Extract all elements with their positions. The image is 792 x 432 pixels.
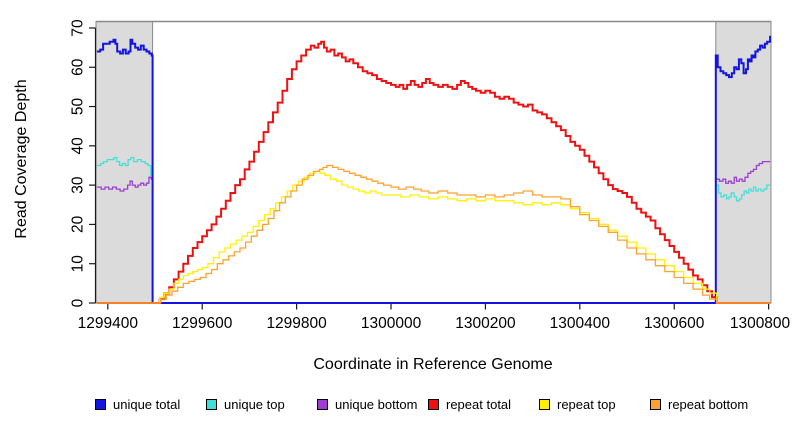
legend-item-repeat-total: repeat total bbox=[428, 396, 539, 412]
legend-label: unique total bbox=[113, 396, 181, 412]
legend-label: repeat top bbox=[557, 396, 616, 412]
legend-swatch bbox=[95, 398, 106, 410]
legend-item-repeat-top: repeat top bbox=[539, 396, 650, 412]
legend-label: repeat total bbox=[446, 396, 512, 412]
x-tick-label: 1300000 bbox=[361, 315, 422, 332]
legend: unique total unique top unique bottom repea… bbox=[95, 396, 761, 412]
x-tick-label: 1299600 bbox=[172, 315, 233, 332]
legend-swatch bbox=[206, 398, 217, 410]
x-tick-label: 1299800 bbox=[266, 315, 327, 332]
series-unique-top bbox=[96, 156, 771, 304]
y-tick-label: 20 bbox=[70, 215, 87, 233]
x-tick-label: 1300400 bbox=[550, 315, 611, 332]
y-tick-label: 0 bbox=[70, 298, 87, 307]
series-repeat-total bbox=[96, 40, 771, 304]
legend-item-repeat-bottom: repeat bottom bbox=[650, 396, 761, 412]
y-axis-title: Read Coverage Depth bbox=[13, 79, 30, 238]
y-tick-label: 70 bbox=[70, 19, 87, 37]
y-tick-label: 50 bbox=[70, 98, 87, 116]
legend-label: unique bottom bbox=[335, 396, 418, 412]
x-tick-label: 1300200 bbox=[455, 315, 516, 332]
legend-swatch bbox=[539, 398, 550, 410]
series-repeat-top bbox=[96, 170, 771, 304]
x-tick-label: 1300800 bbox=[730, 315, 791, 332]
legend-swatch bbox=[650, 398, 661, 410]
y-tick-label: 30 bbox=[70, 176, 87, 194]
legend-label: unique top bbox=[224, 396, 285, 412]
coverage-plot: 0 10 20 30 40 50 60 70 1299400 1299600 1299800 1300… bbox=[13, 19, 791, 373]
series-unique-total bbox=[96, 35, 772, 304]
series-repeat-bottom bbox=[96, 164, 771, 304]
y-tick-label: 10 bbox=[70, 255, 87, 273]
y-tick-label: 60 bbox=[70, 58, 87, 76]
legend-label: repeat bottom bbox=[668, 396, 749, 412]
legend-item-unique-top: unique top bbox=[206, 396, 317, 412]
x-axis-title: Coordinate in Reference Genome bbox=[313, 356, 552, 373]
legend-item-unique-bottom: unique bottom bbox=[317, 396, 428, 412]
x-tick-label: 1300600 bbox=[644, 315, 705, 332]
series-unique-bottom bbox=[96, 160, 771, 304]
legend-swatch bbox=[428, 398, 439, 410]
legend-swatch bbox=[317, 398, 328, 410]
x-tick-label: 1299400 bbox=[78, 315, 139, 332]
y-tick-label: 40 bbox=[70, 137, 87, 155]
legend-item-unique-total: unique total bbox=[95, 396, 206, 412]
